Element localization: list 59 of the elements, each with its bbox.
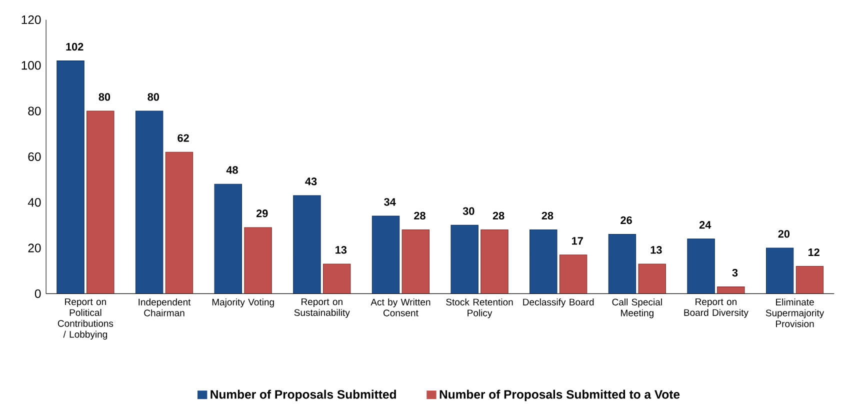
y-tick-label: 40 [28,198,41,207]
data-label: 28 [492,212,504,220]
data-label: 17 [572,237,583,245]
bar [56,60,84,294]
data-label: 13 [650,246,662,254]
x-tick-label: Report on Sustainability [294,298,350,318]
bar [372,216,400,294]
data-label: 12 [808,248,820,256]
y-tick-label: 80 [28,106,41,116]
x-tick-label: Report on Political Contributions / Lobbying [58,298,114,340]
bar [214,184,242,294]
y-tick-label: 0 [34,289,41,298]
data-label: 102 [66,42,84,51]
data-label: 13 [336,246,347,254]
bar [450,224,478,294]
x-tick-label: Eliminate Supermajority Provision [766,298,824,328]
bar [402,229,430,294]
x-tick-label: Majority Voting [212,298,274,308]
data-label: 80 [148,93,160,101]
data-label: 3 [732,268,738,277]
data-label: 30 [462,207,474,215]
bar [293,195,321,294]
bar [135,110,164,294]
bar [480,229,508,294]
bar [638,264,666,294]
y-tick-label: 100 [22,61,41,70]
bar [165,152,194,294]
x-tick-label: Stock Retention Policy [446,298,513,318]
data-label: 43 [305,178,317,186]
bar [322,264,351,294]
data-label: 80 [98,93,110,101]
data-label: 24 [699,221,712,229]
x-tick-label: Declassify Board [523,298,594,308]
bar [559,254,588,294]
data-label: 62 [178,134,189,142]
data-label: 26 [620,216,632,224]
bar [687,238,715,294]
y-tick-label: 20 [28,244,41,252]
y-tick-label: 60 [28,152,41,162]
bar [608,234,636,294]
bar [86,110,114,294]
legend-label: Number of Proposals Submitted to a Vote [440,390,680,402]
bar [766,248,794,294]
bar [717,286,745,294]
data-label: 28 [414,212,426,220]
x-tick-label: Report on Board Diversity [684,298,748,318]
bar [796,266,824,294]
x-tick-label: Call Special Meeting [612,298,662,318]
x-tick-label: Act by Written Consent [370,298,430,316]
data-label: 48 [226,166,238,174]
y-tick-label: 120 [22,15,41,24]
data-label: 28 [542,212,554,220]
x-tick-label: Independent Chairman [138,298,191,316]
data-label: 34 [384,198,396,206]
data-label: 29 [256,210,268,218]
data-label: 20 [778,230,790,238]
legend-label: Number of Proposals Submitted [210,390,396,402]
bar [244,227,272,294]
bar [530,229,558,294]
